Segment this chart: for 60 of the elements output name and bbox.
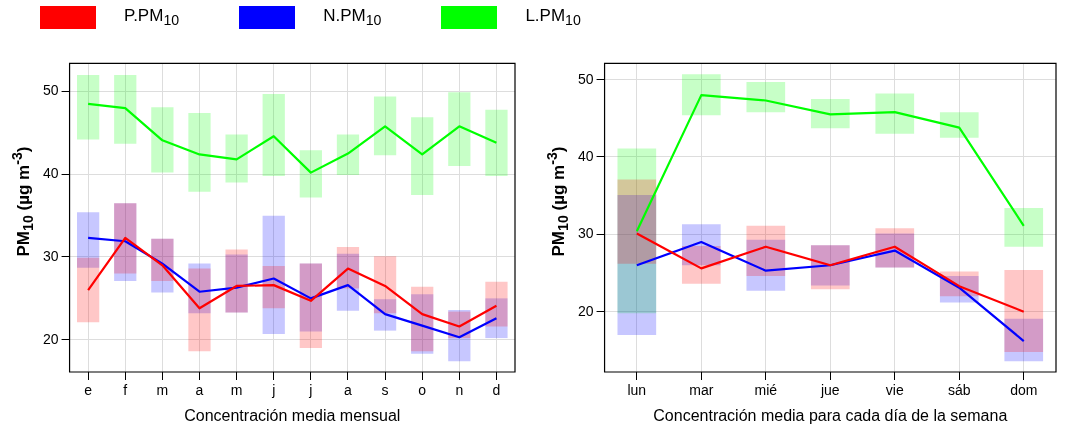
bar: [225, 134, 248, 183]
bar: [151, 107, 174, 173]
bar: [1004, 269, 1044, 352]
x-tick-label: a: [195, 382, 204, 399]
y-tick-label: 40: [42, 165, 59, 182]
x-tick-label: n: [455, 382, 464, 399]
legend-label: N.PM$_{10}$: [323, 6, 382, 29]
bar: [485, 281, 508, 327]
y-tick-label: 50: [577, 70, 594, 87]
bar: [373, 96, 397, 156]
y-tick-label: 50: [42, 82, 59, 99]
x-tick-label: lun: [627, 382, 647, 399]
y-tick-label: 30: [42, 247, 59, 264]
bar: [485, 109, 508, 176]
bar: [810, 98, 850, 129]
bar: [448, 92, 471, 166]
bar: [299, 150, 322, 198]
bar: [875, 93, 915, 134]
bar: [746, 81, 786, 113]
bar: [151, 238, 174, 281]
x-axis-title: Concentración media para cada día de la semana: [653, 406, 1008, 424]
bar: [77, 74, 100, 140]
x-tick-label: d: [492, 382, 501, 399]
x-tick-label: mié: [754, 382, 778, 399]
bar: [746, 225, 786, 277]
bar: [373, 256, 397, 314]
y-tick-label: 30: [577, 225, 594, 242]
x-axis-title: Concentración media mensual: [184, 406, 401, 424]
bar: [411, 117, 434, 195]
x-tick-label: s: [381, 382, 389, 399]
bar: [1004, 208, 1044, 247]
x-tick-label: a: [344, 382, 353, 399]
x-tick-label: m: [230, 382, 243, 399]
x-tick-label: mar: [689, 382, 714, 399]
y-tick-label: 40: [577, 147, 594, 164]
x-tick-label: f: [123, 382, 128, 399]
bar: [336, 134, 360, 176]
x-tick-label: jue: [819, 382, 840, 399]
legend-label: P.PM$_{10}$: [124, 6, 180, 29]
y-tick-label: 20: [42, 330, 59, 347]
bar: [262, 94, 285, 176]
x-tick-label: j: [271, 382, 276, 399]
x-tick-label: o: [418, 382, 427, 399]
x-tick-label: j: [308, 382, 313, 399]
bar: [188, 268, 211, 352]
bar: [77, 257, 100, 323]
legend-label: L.PM$_{10}$: [525, 6, 581, 29]
bar: [617, 179, 657, 264]
bar: [188, 113, 211, 192]
x-tick-label: sáb: [947, 382, 971, 399]
y-tick-label: 20: [577, 302, 594, 319]
x-tick-label: dom: [1010, 382, 1038, 399]
bar: [939, 112, 979, 138]
bar: [299, 263, 322, 349]
bar: [681, 245, 721, 284]
x-tick-label: e: [84, 382, 93, 399]
x-tick-label: m: [156, 382, 169, 399]
x-tick-label: vie: [885, 382, 904, 399]
bar: [681, 74, 721, 116]
bar: [114, 74, 137, 144]
